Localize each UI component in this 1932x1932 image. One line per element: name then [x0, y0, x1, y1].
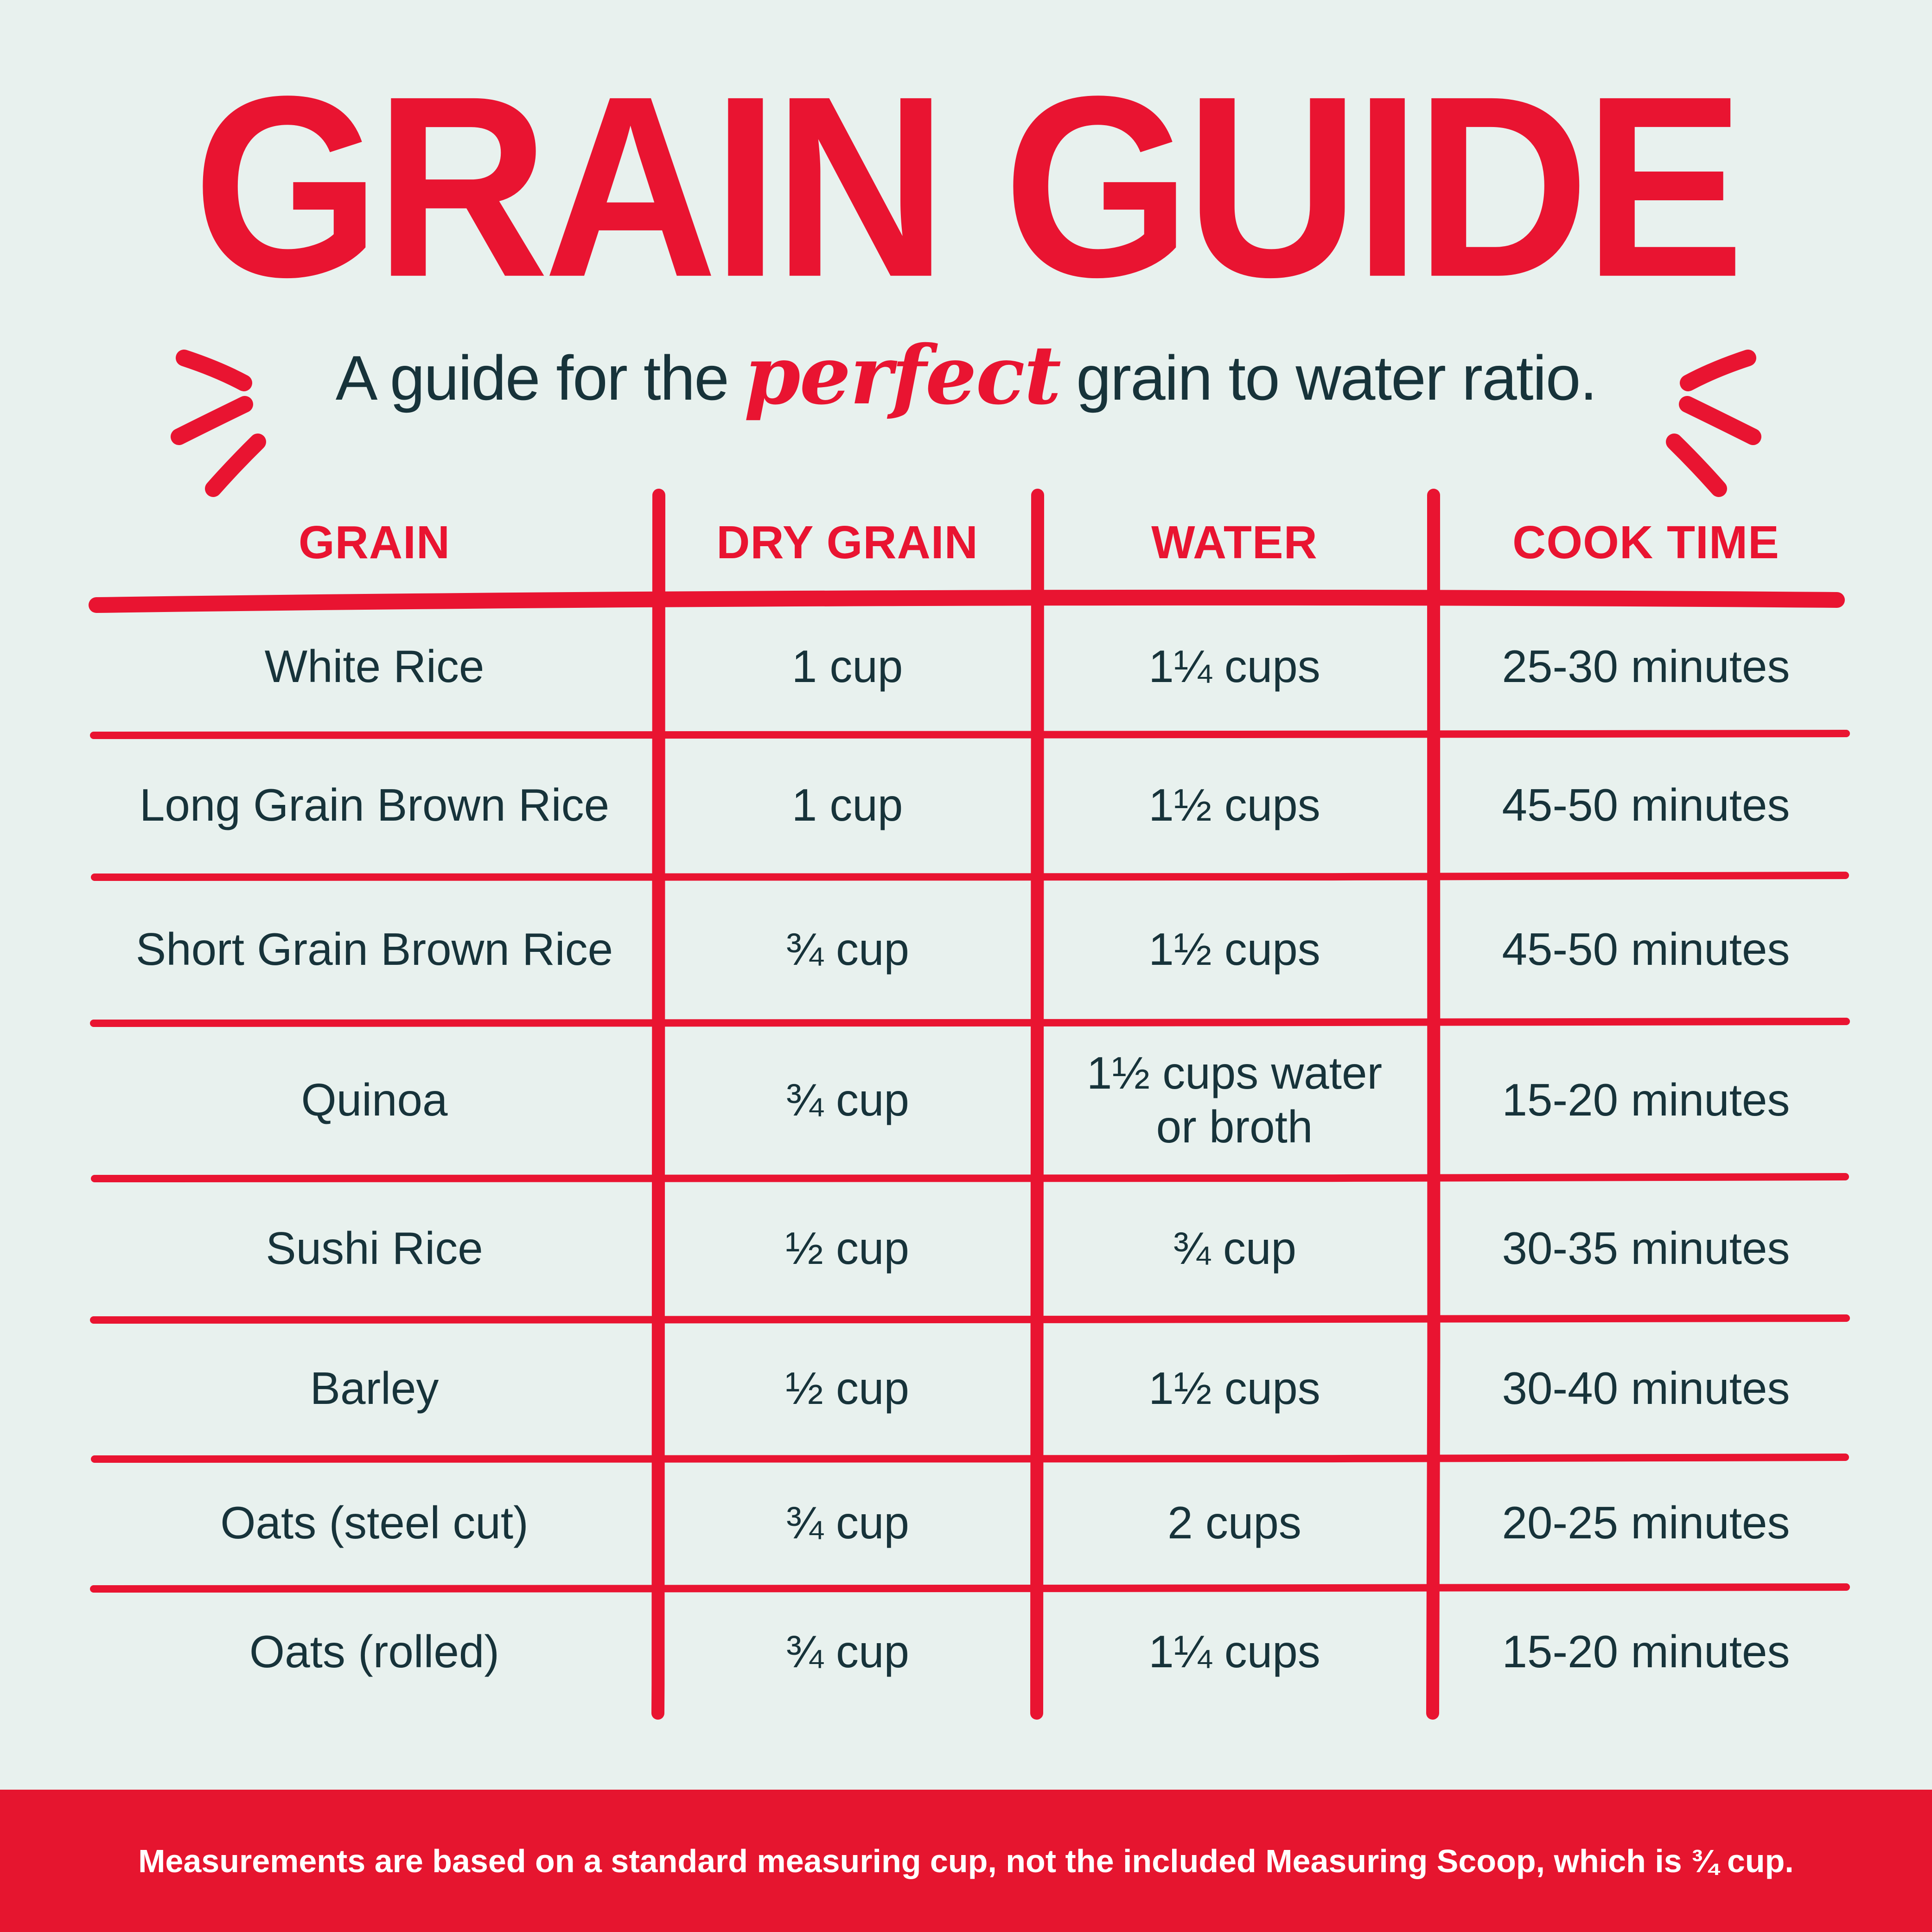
- table-body: White Rice 1 cup 1¼ cups 25-30 minutes Long …: [90, 599, 1859, 1715]
- footer-note: Measurements are based on a standard mea…: [138, 1843, 1794, 1879]
- table-cell: Oats (rolled): [249, 1626, 500, 1677]
- table-cell: Long Grain Brown Rice: [139, 779, 610, 830]
- column-header-grain: GRAIN: [298, 516, 451, 568]
- table-cell: 2 cups: [1167, 1497, 1301, 1549]
- table-cell: 1 cup: [791, 640, 903, 692]
- table-cell: ¾ cup: [785, 1074, 909, 1125]
- table-row: Long Grain Brown Rice 1 cup 1½ cups 45-50 m…: [90, 734, 1859, 876]
- table-cell: 25-30 minutes: [1502, 640, 1790, 692]
- table-cell: Barley: [310, 1363, 439, 1414]
- subtitle-prefix: A guide for the: [335, 343, 729, 413]
- table-cell: Oats (steel cut): [220, 1497, 529, 1549]
- subtitle-suffix: grain to water ratio.: [1076, 343, 1597, 413]
- table-cell: ¾ cup: [785, 923, 909, 975]
- table-cell: ¾ cup: [1173, 1222, 1296, 1274]
- table-cell: White Rice: [264, 640, 485, 692]
- table-row: Short Grain Brown Rice ¾ cup 1½ cups 45-50 …: [90, 876, 1859, 1022]
- table-cell: Quinoa: [301, 1074, 448, 1125]
- column-header-cook-time: COOK TIME: [1512, 516, 1779, 568]
- table-cell: ¾ cup: [785, 1626, 909, 1677]
- table-cell: 30-40 minutes: [1502, 1363, 1790, 1414]
- table-cell: 45-50 minutes: [1502, 779, 1790, 830]
- column-header-water: WATER: [1151, 516, 1318, 568]
- table-row: Oats (rolled) ¾ cup 1¼ cups 15-20 minutes: [90, 1588, 1859, 1715]
- table-cell: 1¼ cups: [1148, 640, 1320, 692]
- table-cell: 1½ cups: [1148, 1363, 1320, 1414]
- table-cell: 1½ cups water or broth: [1086, 1047, 1383, 1152]
- table-header-row: GRAIN DRY GRAIN WATER COOK TIME: [90, 487, 1859, 598]
- table-cell: 20-25 minutes: [1502, 1497, 1790, 1549]
- column-header-dry-grain: DRY GRAIN: [716, 516, 978, 568]
- table-row: White Rice 1 cup 1¼ cups 25-30 minutes: [90, 599, 1859, 734]
- table-cell: Sushi Rice: [266, 1222, 483, 1274]
- table-cell: ¾ cup: [785, 1497, 909, 1549]
- subtitle: A guide for the perfect grain to water rat…: [0, 325, 1932, 423]
- subtitle-highlight: perfect: [744, 328, 1061, 423]
- table-row: Sushi Rice ½ cup ¾ cup 30-35 minutes: [90, 1178, 1859, 1319]
- table-row: Oats (steel cut) ¾ cup 2 cups 20-25 minutes: [90, 1458, 1859, 1588]
- table-row: Quinoa ¾ cup 1½ cups water or broth 15-20 m…: [90, 1022, 1859, 1178]
- table-cell: Short Grain Brown Rice: [135, 923, 613, 975]
- table-cell: 15-20 minutes: [1502, 1074, 1790, 1125]
- table-cell: 45-50 minutes: [1502, 923, 1790, 975]
- footer-bar: Measurements are based on a standard mea…: [0, 1790, 1932, 1932]
- table-cell: 15-20 minutes: [1502, 1626, 1790, 1677]
- poster-title: GRAIN GUIDE: [193, 42, 1745, 331]
- table-cell: ½ cup: [785, 1222, 909, 1274]
- table-row: Barley ½ cup 1½ cups 30-40 minutes: [90, 1319, 1859, 1458]
- table-cell: 30-35 minutes: [1502, 1222, 1790, 1274]
- table-cell: 1 cup: [791, 779, 903, 830]
- table-cell: 1½ cups: [1148, 923, 1320, 975]
- table-cell: ½ cup: [785, 1363, 909, 1414]
- table-cell: 1½ cups: [1148, 779, 1320, 830]
- table-cell: 1¼ cups: [1148, 1626, 1320, 1677]
